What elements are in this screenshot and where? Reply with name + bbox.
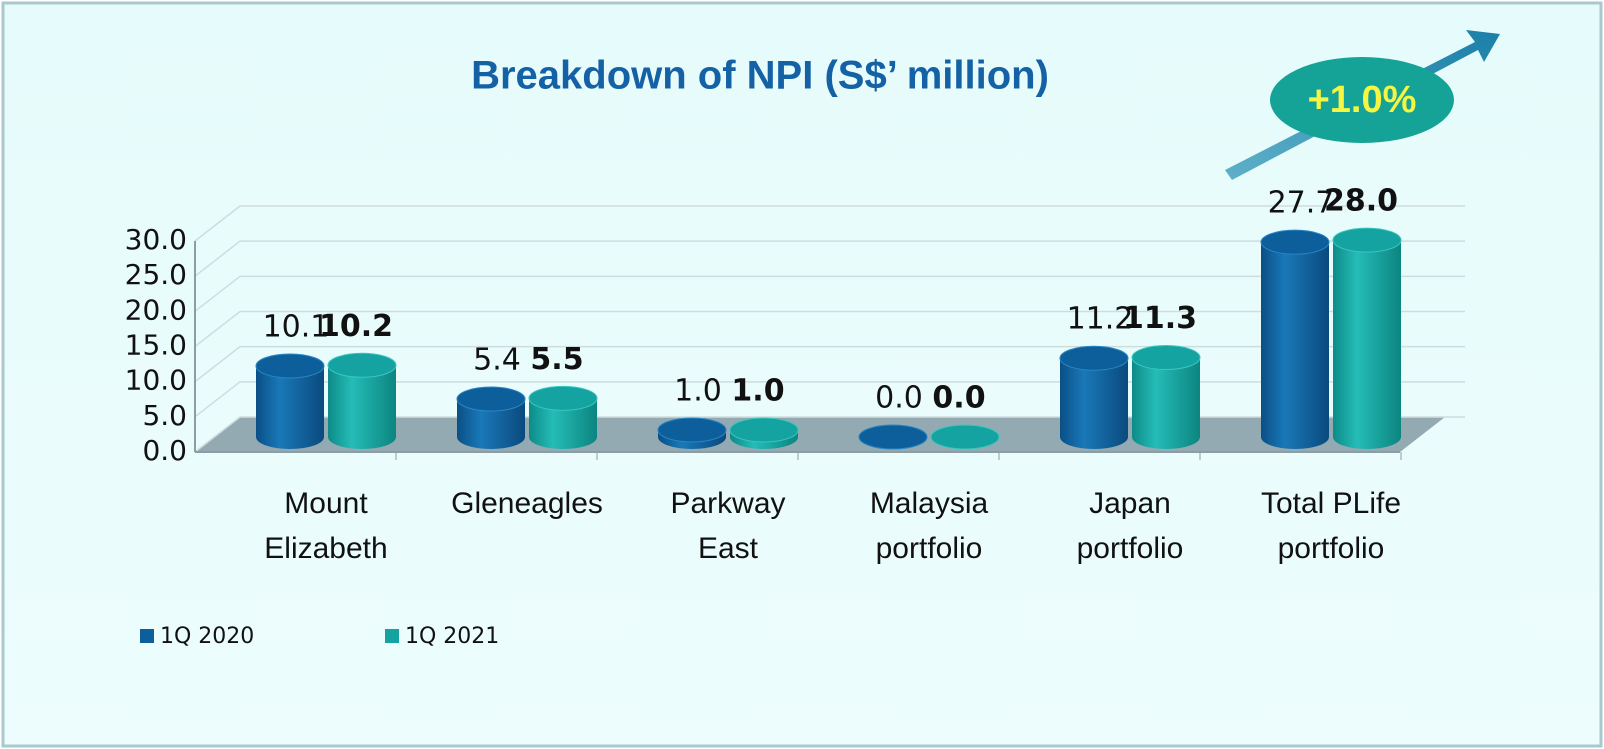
- y-tick-label: 25.0: [125, 258, 187, 291]
- bar-top: [528, 385, 598, 411]
- x-tick-label: Malaysia: [870, 487, 989, 520]
- bar: [528, 385, 598, 449]
- legend-swatch: [385, 629, 399, 643]
- chart-title: Breakdown of NPI (S$’ million): [471, 54, 1049, 98]
- x-tick-label: East: [698, 532, 759, 565]
- value-label: 0.0: [932, 381, 985, 416]
- y-tick-label: 20.0: [125, 293, 187, 326]
- bar-top: [1332, 227, 1402, 253]
- bar: [1332, 227, 1402, 449]
- grid-line: [194, 275, 1465, 312]
- legend-swatch: [140, 629, 154, 643]
- grid-line: [194, 310, 1465, 348]
- y-tick-label: 10.0: [125, 364, 187, 397]
- y-tick-label: 30.0: [125, 223, 187, 256]
- grid-line: [194, 416, 1465, 453]
- value-label: 11.2: [1067, 302, 1134, 337]
- growth-badge: +1.0%: [1225, 30, 1500, 180]
- bar-top: [1260, 229, 1330, 255]
- x-tick-label: Total PLife: [1261, 487, 1401, 520]
- value-label: 11.3: [1123, 301, 1197, 336]
- bar-top: [858, 424, 928, 450]
- value-label: 0.0: [875, 381, 923, 416]
- bar-top: [1059, 345, 1129, 371]
- value-label: 10.2: [319, 309, 393, 344]
- bar-top: [1131, 345, 1201, 371]
- x-tick-label: Gleneagles: [451, 487, 603, 520]
- bar: [255, 353, 325, 449]
- value-label: 5.4: [473, 343, 521, 378]
- bar: [930, 424, 1000, 450]
- y-tick-label: 0.0: [142, 434, 187, 467]
- grid-line: [194, 240, 1465, 277]
- x-tick-label: Elizabeth: [264, 532, 387, 565]
- grid-line: [194, 381, 1465, 418]
- legend-label: 1Q 2020: [160, 624, 254, 649]
- bar-top: [657, 417, 727, 443]
- bar: [657, 417, 727, 449]
- badge: [1270, 57, 1454, 143]
- bar: [729, 417, 799, 449]
- x-tick-label: Mount: [284, 487, 368, 520]
- bar-body: [1333, 240, 1401, 437]
- y-tick-label: 15.0: [125, 329, 187, 362]
- x-tick-label: portfolio: [876, 532, 983, 565]
- legend-label: 1Q 2021: [405, 624, 499, 649]
- value-label: 1.0: [674, 373, 722, 408]
- x-tick-label: portfolio: [1077, 532, 1184, 565]
- bar-body: [1060, 358, 1128, 437]
- bar-top: [456, 386, 526, 412]
- bar: [1059, 345, 1129, 449]
- annotation: +1.0%: [1308, 79, 1417, 121]
- value-label: 1.0: [731, 373, 784, 408]
- bar-top: [327, 352, 397, 378]
- bar-top: [729, 417, 799, 443]
- bar-body: [1132, 357, 1200, 437]
- x-tick-label: Parkway: [670, 487, 785, 520]
- bar-body: [1261, 242, 1329, 437]
- bar: [456, 386, 526, 449]
- value-label: 28.0: [1324, 184, 1398, 219]
- value-label: 5.5: [530, 342, 583, 377]
- bar: [1131, 345, 1201, 449]
- bar-top: [930, 424, 1000, 450]
- bar: [327, 352, 397, 449]
- x-tick-label: portfolio: [1278, 532, 1385, 565]
- value-label: 27.7: [1268, 186, 1335, 221]
- value-label: 10.1: [263, 309, 330, 344]
- x-tick-label: Japan: [1089, 487, 1171, 520]
- bar-top: [255, 353, 325, 379]
- bar: [858, 424, 928, 450]
- y-tick-label: 5.0: [142, 399, 187, 432]
- grid-line: [194, 345, 1465, 383]
- bar: [1260, 229, 1330, 449]
- grid-line: [194, 205, 1465, 242]
